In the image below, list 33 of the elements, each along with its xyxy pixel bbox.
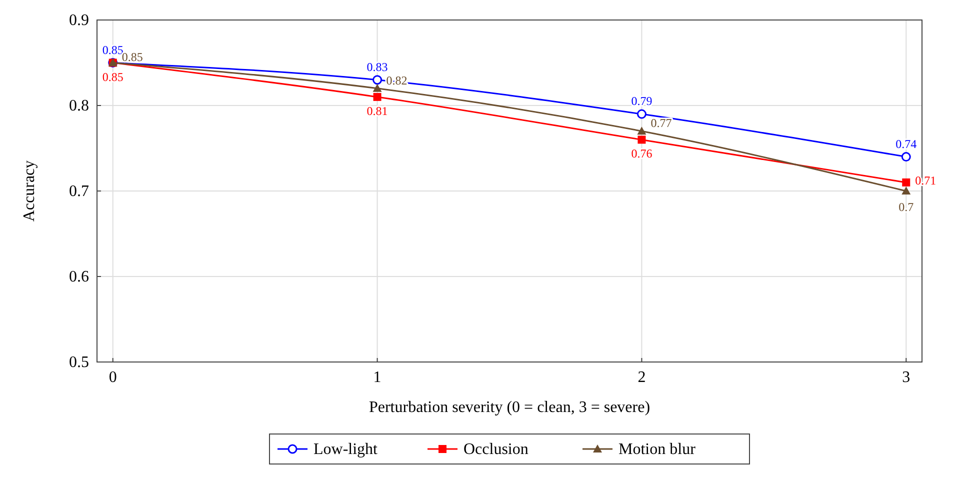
y-tick-label: 0.9	[69, 12, 89, 29]
point	[373, 92, 382, 101]
point	[901, 152, 911, 162]
legend-label: Occlusion	[464, 441, 528, 458]
data-label: 0.7	[898, 200, 914, 214]
y-axis-title: Accuracy	[21, 160, 38, 222]
point	[902, 186, 911, 194]
point	[372, 84, 382, 92]
data-label: 0.77	[650, 116, 672, 130]
data-label: 0.79	[631, 94, 652, 108]
y-tick-label: 0.5	[69, 354, 89, 371]
point	[636, 109, 646, 119]
x-tick-label: 3	[902, 369, 910, 386]
y-tick-label: 0.7	[69, 183, 89, 200]
data-label: 0.85	[122, 50, 143, 64]
data-label: 0.76	[631, 146, 652, 161]
x-tick-label: 0	[108, 369, 117, 386]
y-tick-label: 0.8	[69, 98, 89, 114]
data-label: 0.74	[896, 136, 917, 151]
data-label: 0.85	[102, 42, 124, 57]
x-tick-label: 2	[638, 369, 646, 386]
point	[637, 126, 646, 135]
legend-label: Motion blur	[618, 441, 696, 458]
point	[638, 136, 646, 144]
legend-label: Low-light	[314, 441, 378, 458]
point	[372, 75, 382, 85]
point	[902, 178, 910, 186]
x-tick-label: 1	[373, 369, 382, 386]
data-label: 0.83	[366, 60, 388, 74]
x-axis-title: Perturbation severity (0 = clean, 3 = severe)	[368, 399, 650, 416]
y-tick-label: 0.6	[69, 268, 89, 286]
data-label: 0.85	[102, 70, 124, 84]
data-label: 0.81	[366, 104, 388, 118]
